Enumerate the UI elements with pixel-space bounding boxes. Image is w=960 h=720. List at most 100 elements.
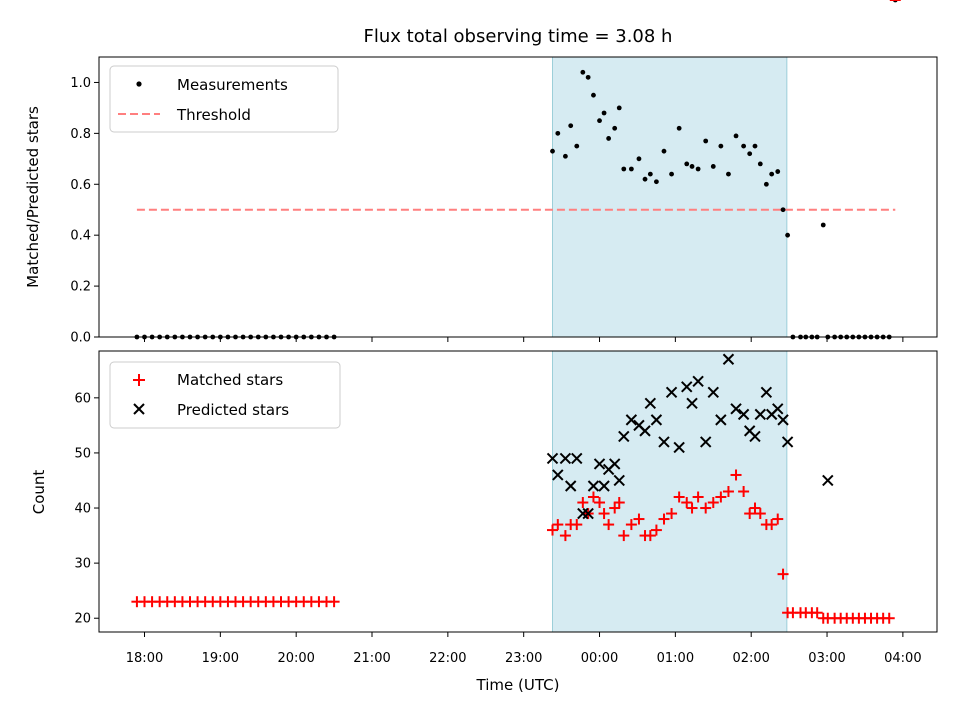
bottom-x-tick-label: 03:00 (808, 651, 845, 666)
bottom-x-ticks: 18:00 19:00 20:00 21:00 22:00 23:00 00:00 01:00… (126, 632, 922, 666)
measurement-point (555, 130, 561, 136)
bottom-x-tick-label: 22:00 (429, 651, 466, 666)
top-y-tick-label: 0.2 (70, 280, 91, 295)
matched-stars-point (707, 497, 719, 509)
predicted-stars-point (613, 474, 625, 487)
top-panel: Flux total observing time = 3.08 h 0.00.… (24, 0, 938, 346)
legend-predicted-label: Predicted stars (177, 401, 289, 419)
matched-stars-point (613, 497, 625, 509)
bottom-y-tick-label: 20 (74, 612, 91, 627)
predicted-stars-point (707, 386, 719, 399)
measurement-point (616, 105, 622, 111)
legend-predicted-marker (133, 403, 145, 415)
predicted-stars-point (559, 452, 572, 465)
matched-stars-point (754, 508, 766, 520)
top-legend: Measurements Threshold (109, 65, 339, 133)
predicted-stars-point (644, 397, 657, 410)
top-y-tick-label: 0.4 (70, 229, 91, 244)
measurement-point (601, 110, 607, 116)
matched-stars-point (883, 612, 895, 624)
matched-stars-point (744, 508, 756, 520)
predicted-stars-point (625, 414, 638, 426)
measurement-point (647, 171, 653, 177)
predicted-stars-point (681, 381, 693, 393)
bottom-y-axis-label: Count (30, 470, 48, 515)
predicted-stars-point (564, 480, 577, 492)
matched-stars-point (587, 491, 599, 503)
predicted-stars-point (571, 452, 583, 465)
matched-stars-point (571, 519, 583, 531)
measurement-point (780, 207, 786, 213)
matched-stars-point (658, 513, 670, 525)
matched-stars-point (559, 530, 571, 542)
top-panel-title: Flux total observing time = 3.08 h (364, 26, 673, 47)
matched-stars-point (594, 497, 606, 509)
measurement-point (695, 166, 701, 172)
measurement-point (612, 125, 618, 131)
measurement-point (689, 164, 695, 169)
matched-stars-point (749, 502, 761, 514)
matched-stars-point (603, 519, 615, 531)
measurement-point (636, 156, 642, 162)
measurement-point (661, 148, 667, 154)
bottom-x-tick-label: 18:00 (126, 651, 163, 666)
bottom-legend: Matched stars Predicted stars (109, 361, 341, 429)
matched-stars-point (777, 568, 789, 580)
measurement-point (550, 148, 555, 154)
matched-stars-point (633, 513, 645, 525)
matched-stars-point (722, 486, 734, 497)
measurement-point (597, 118, 602, 124)
top-y-tick-label: 1.0 (70, 76, 91, 91)
legend-matched-marker (133, 374, 145, 386)
measurement-point (568, 123, 574, 129)
matched-stars-point (772, 513, 784, 525)
predicted-stars-point (730, 403, 742, 415)
legend-threshold-label: Threshold (176, 106, 251, 124)
measurement-point (769, 171, 775, 177)
legend-matched-label: Matched stars (177, 371, 283, 389)
predicted-stars-point (822, 474, 834, 487)
measurement-point (606, 136, 612, 141)
matched-stars-point (577, 497, 589, 509)
matched-stars-point (644, 530, 656, 542)
bottom-x-tick-label: 04:00 (884, 651, 921, 666)
predicted-stars-point (722, 353, 735, 365)
matched-stars-point (738, 486, 750, 497)
predicted-stars-point (665, 386, 678, 399)
predicted-stars-point (598, 480, 610, 492)
predicted-stars-point (587, 480, 600, 492)
predicted-stars-point (749, 430, 761, 443)
predicted-stars-point (593, 458, 606, 470)
legend-measurements-label: Measurements (177, 76, 288, 94)
matched-stars-point (625, 519, 637, 531)
matched-stars-point (328, 596, 340, 608)
bottom-x-tick-label: 19:00 (202, 651, 239, 666)
measurement-point (703, 138, 709, 144)
predicted-stars-point (777, 414, 789, 426)
predicted-stars-point (582, 507, 594, 520)
top-observing-window-shade (552, 56, 788, 338)
predicted-stars-point (618, 430, 630, 443)
matched-stars-point (692, 491, 704, 503)
top-legend-box (109, 65, 339, 133)
predicted-stars-point (686, 397, 698, 410)
measurement-points (134, 0, 898, 340)
measurement-point (591, 92, 596, 98)
measurement-point (580, 69, 586, 75)
predicted-stars-point (546, 452, 559, 465)
measurement-point (710, 164, 716, 169)
bottom-axes-frame (98, 350, 938, 633)
predicted-stars-point (737, 408, 750, 421)
measurement-point (726, 171, 731, 177)
top-x-ticks (144, 337, 904, 342)
measurement-point (642, 176, 648, 182)
predicted-stars-point (692, 375, 704, 388)
predicted-stars-point (608, 458, 621, 470)
matched-stars-point (609, 502, 621, 514)
bottom-x-tick-label: 21:00 (353, 651, 390, 666)
top-y-tick-label: 0.6 (70, 178, 91, 193)
measurement-point (621, 166, 627, 172)
top-y-ticks: 0.0 0.2 0.4 0.6 0.8 1.0 (70, 76, 99, 346)
measurement-point (669, 171, 674, 177)
